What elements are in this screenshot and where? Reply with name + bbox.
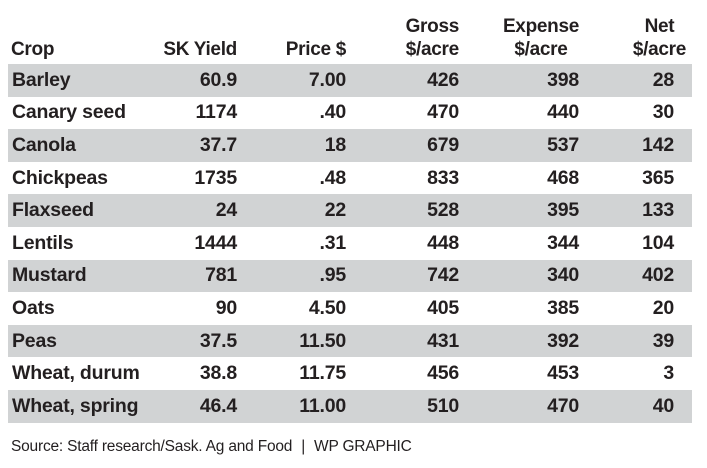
cell-price: 11.50 bbox=[237, 324, 346, 358]
cell-price: 22 bbox=[237, 194, 346, 227]
cell-yield: 60.9 bbox=[145, 64, 237, 97]
cell-gross: 431 bbox=[346, 324, 459, 358]
column-header-price-line: Price $ bbox=[285, 39, 347, 60]
cell-crop: Wheat, spring bbox=[8, 389, 145, 423]
cell-expense: 470 bbox=[459, 389, 579, 423]
cell-net: 365 bbox=[642, 166, 674, 189]
cell-price: .40 bbox=[319, 101, 346, 124]
column-header-expense-line: $/acre bbox=[514, 39, 568, 60]
cell-yield: 781 bbox=[145, 259, 237, 293]
cell-crop: Chickpeas bbox=[12, 166, 108, 189]
cell-net: 28 bbox=[579, 64, 692, 97]
cell-yield: 1444 bbox=[194, 231, 237, 254]
cell-expense: 468 bbox=[547, 166, 579, 189]
cell-yield: 1174 bbox=[195, 101, 237, 124]
cell-expense: 385 bbox=[547, 296, 579, 319]
column-header-crop-line: Crop bbox=[11, 39, 55, 60]
footer-separator: | bbox=[301, 438, 306, 455]
cell-net: 40 bbox=[579, 389, 692, 423]
column-header-crop: Crop bbox=[8, 10, 145, 64]
table-row: Wheat, durum 38.8 11.75 456 453 3 bbox=[8, 357, 692, 390]
column-header-net-line: Net bbox=[644, 16, 675, 37]
table-row: Barley 60.9 7.00 426 398 28 bbox=[8, 64, 692, 97]
table-row: Flaxseed 24 22 528 395 133 bbox=[8, 194, 692, 227]
cell-gross: 470 bbox=[427, 101, 459, 124]
column-header-expense-line: Expense bbox=[502, 16, 579, 37]
cell-yield: 38.8 bbox=[199, 362, 237, 385]
cell-expense: 340 bbox=[459, 259, 579, 293]
cell-crop: Oats bbox=[12, 296, 55, 319]
table-row: Canola 37.7 18 679 537 142 bbox=[8, 129, 692, 162]
crop-economics-table: Crop SK Yield Price $ Gross $/acre Expense $/a… bbox=[8, 10, 692, 423]
cell-crop: Barley bbox=[8, 64, 145, 97]
cell-net: 402 bbox=[579, 259, 692, 293]
cell-yield: 37.7 bbox=[145, 129, 237, 162]
cell-price: 18 bbox=[237, 129, 346, 162]
table-row: Canary seed 1174 .40 470 440 30 bbox=[8, 97, 692, 130]
graphic-credit: WP GRAPHIC bbox=[314, 438, 412, 455]
cell-yield: 46.4 bbox=[145, 389, 237, 423]
column-header-gross: Gross $/acre bbox=[346, 10, 460, 64]
cell-gross: 742 bbox=[346, 259, 459, 293]
cell-expense: 344 bbox=[547, 231, 579, 254]
cell-net: 30 bbox=[652, 101, 674, 124]
cell-price: .31 bbox=[319, 231, 346, 254]
cell-expense: 453 bbox=[547, 362, 579, 385]
cell-gross: 833 bbox=[427, 166, 459, 189]
cell-net: 3 bbox=[663, 362, 674, 385]
cell-crop: Canary seed bbox=[12, 101, 126, 124]
cell-price: .48 bbox=[319, 166, 346, 189]
table-row: Peas 37.5 11.50 431 392 39 bbox=[8, 324, 692, 358]
cell-expense: 392 bbox=[459, 324, 579, 358]
cell-net: 142 bbox=[579, 129, 692, 162]
cell-crop: Lentils bbox=[12, 231, 74, 254]
cell-expense: 440 bbox=[547, 101, 579, 124]
source-footer: Source: Staff research/Sask. Ag and Food… bbox=[11, 438, 412, 456]
cell-price: .95 bbox=[237, 259, 346, 293]
cell-gross: 528 bbox=[346, 194, 459, 227]
column-header-expense: Expense $/acre bbox=[459, 10, 579, 64]
table-row: Mustard 781.95 742 340 402 bbox=[8, 259, 692, 293]
cell-gross: 426 bbox=[346, 64, 459, 97]
column-header-yield: SK Yield bbox=[145, 10, 237, 64]
cell-crop: Flaxseed bbox=[8, 194, 145, 227]
cell-price: 7.00 bbox=[237, 64, 346, 97]
cell-yield: 1735 bbox=[194, 166, 237, 189]
column-header-net-line: $/acre bbox=[632, 39, 686, 60]
table-row: Lentils 1444 .31 448 344 104 bbox=[8, 227, 692, 260]
column-header-price: Price $ bbox=[237, 10, 347, 64]
cell-gross: 679 bbox=[346, 129, 459, 162]
cell-price: 11.00 bbox=[237, 389, 346, 423]
cell-price: 4.50 bbox=[308, 296, 346, 319]
cell-expense: 395 bbox=[459, 194, 579, 227]
cell-yield: 37.5 bbox=[145, 324, 237, 358]
cell-gross: 405 bbox=[427, 296, 459, 319]
cell-expense: 537 bbox=[459, 129, 579, 162]
column-header-net: Net $/acre bbox=[579, 10, 692, 64]
cell-gross: 448 bbox=[427, 231, 459, 254]
cell-yield: 24 bbox=[145, 194, 237, 227]
cell-price: 11.75 bbox=[299, 362, 346, 385]
table-body: Barley 60.9 7.00 426 398 28 Canary seed 1174 .40… bbox=[8, 64, 692, 423]
column-header-yield-line: SK Yield bbox=[163, 39, 237, 60]
cell-gross: 510 bbox=[346, 389, 459, 423]
column-header-gross-line: $/acre bbox=[405, 39, 459, 60]
cell-net: 133 bbox=[579, 194, 692, 227]
source-text: Source: Staff research/Sask. Ag and Food bbox=[11, 438, 293, 455]
column-header-gross-line: Gross bbox=[405, 16, 460, 37]
cell-net: 104 bbox=[642, 231, 674, 254]
cell-crop: Mustard bbox=[8, 259, 145, 293]
cell-crop: Wheat, durum bbox=[12, 362, 140, 385]
table-header-row: Crop SK Yield Price $ Gross $/acre Expense $/a… bbox=[8, 10, 692, 64]
table-row: Oats 90 4.50 405 385 20 bbox=[8, 292, 692, 325]
table-row: Chickpeas 1735 .48 833 468 365 bbox=[8, 162, 692, 195]
cell-net: 39 bbox=[579, 324, 692, 358]
table-row: Wheat, spring 46.4 11.00 510 470 40 bbox=[8, 389, 692, 423]
cell-crop: Peas bbox=[8, 324, 145, 358]
cell-expense: 398 bbox=[459, 64, 579, 97]
cell-net: 20 bbox=[652, 296, 674, 319]
cell-gross: 456 bbox=[427, 362, 459, 385]
cell-crop: Canola bbox=[8, 129, 145, 162]
cell-yield: 90 bbox=[215, 296, 237, 319]
